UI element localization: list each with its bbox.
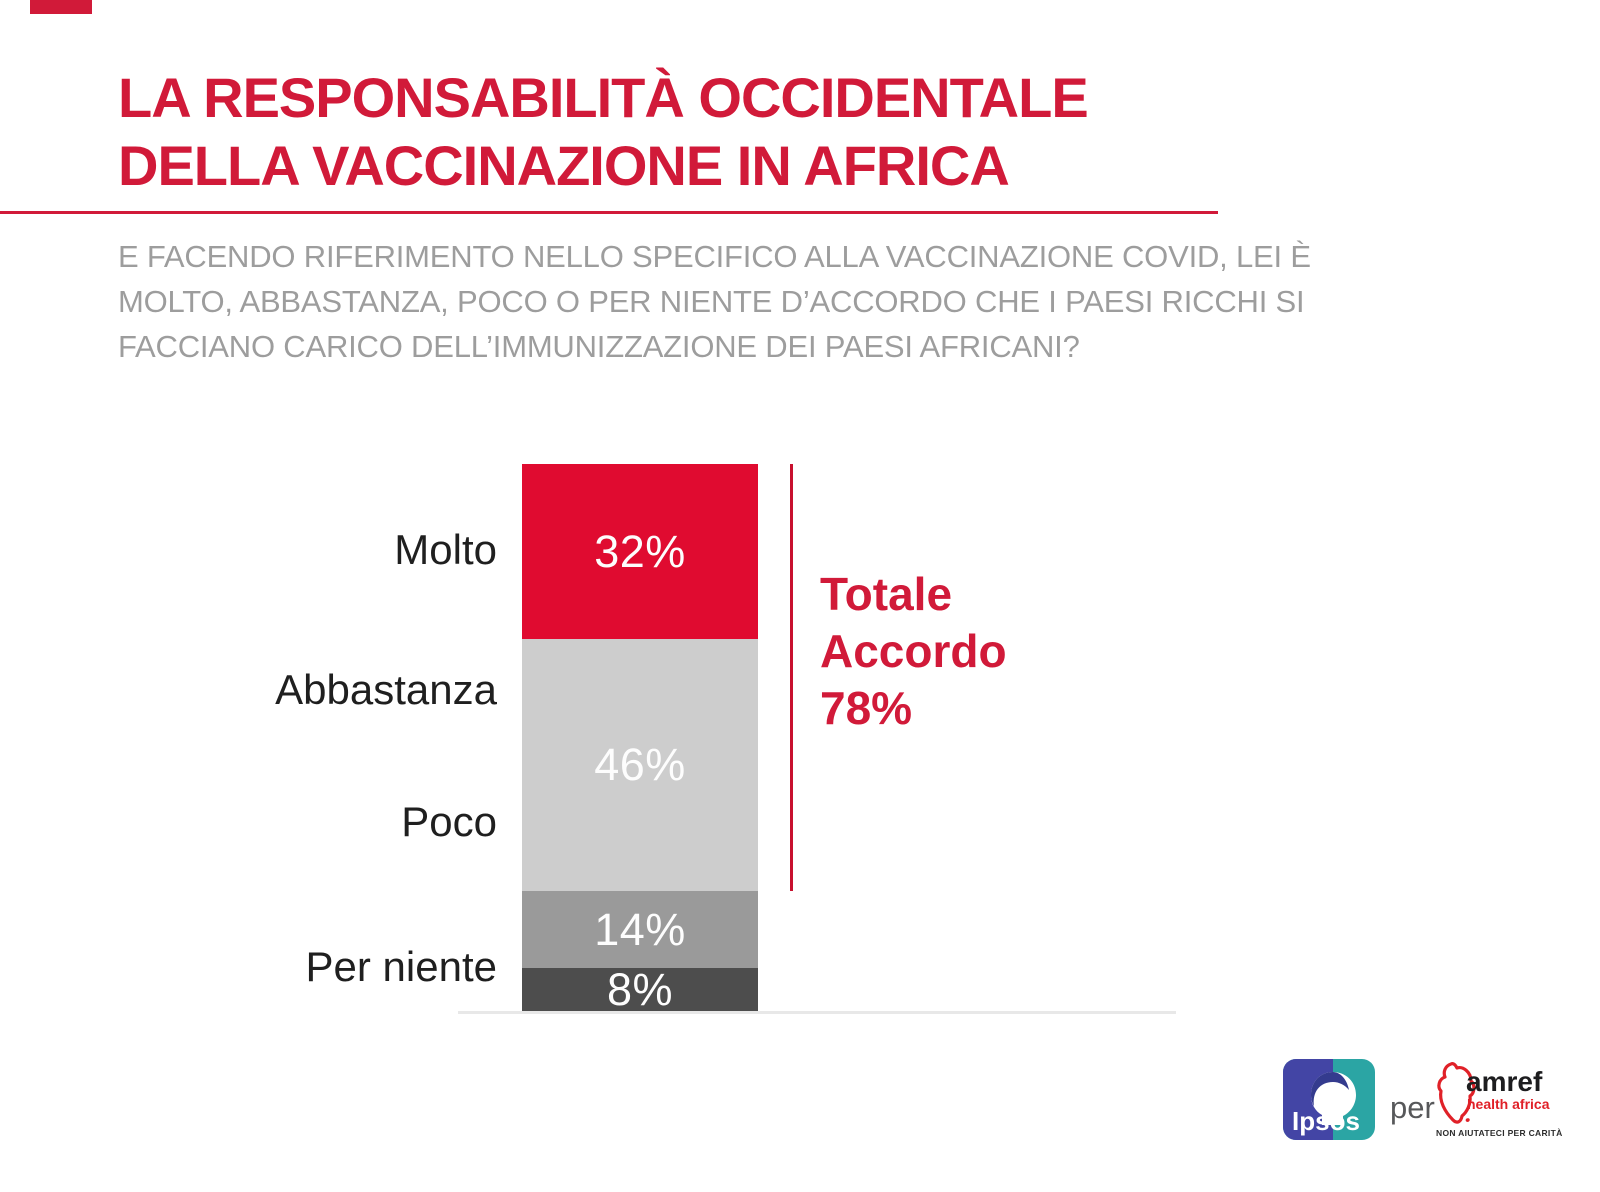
amref-tagline: NON AIUTATECI PER CARITÀ [1436, 1128, 1563, 1138]
ipsos-logo: Ipsos [1283, 1059, 1375, 1140]
totale-line-2: Accordo [820, 625, 1007, 677]
category-label-molto: Molto [394, 526, 497, 573]
totale-line-1: Totale [820, 568, 953, 620]
page-title: LA RESPONSABILITÀ OCCIDENTALE DELLA VACC… [118, 64, 1089, 200]
value-label-molto: 32% [594, 525, 686, 577]
question-line-3: FACCIANO CARICO DELL’IMMUNIZZAZIONE DEI … [118, 329, 1080, 364]
totale-accordo-annotation: Totale Accordo 78% [820, 566, 1007, 737]
amref-signature-dot [1465, 1118, 1470, 1122]
title-line-2: DELLA VACCINAZIONE IN AFRICA [118, 134, 1010, 197]
value-label-per-niente: 8% [606, 964, 674, 1016]
ipsos-wordmark: Ipsos [1292, 1106, 1360, 1136]
category-label-per-niente: Per niente [305, 943, 497, 990]
category-label-poco: Poco [401, 798, 497, 845]
bar-segment-molto: 32% [522, 464, 758, 640]
value-label-poco: 14% [594, 903, 686, 955]
value-label-abbastanza: 46% [594, 739, 686, 791]
totale-line-3: 78% [820, 682, 913, 734]
amref-subtitle: health africa [1467, 1096, 1550, 1112]
per-label: per [1390, 1090, 1435, 1125]
bar-segment-abbastanza: 46% [522, 639, 758, 892]
amref-africa-icon [1437, 1062, 1476, 1124]
bar-segment-per-niente: 8% [522, 964, 758, 1015]
category-label-abbastanza: Abbastanza [275, 666, 497, 713]
africa-outline [1437, 1062, 1476, 1124]
question-line-2: MOLTO, ABBASTANZA, POCO O PER NIENTE D’A… [118, 284, 1305, 319]
bar-segment-poco: 14% [522, 891, 758, 969]
amref-wordmark: amref [1466, 1066, 1543, 1097]
ipsos-hair-shape [1311, 1072, 1349, 1106]
agree-span-line [790, 464, 793, 892]
question-line-1: E FACENDO RIFERIMENTO NELLO SPECIFICO AL… [118, 239, 1311, 274]
axis-baseline [458, 1011, 1176, 1014]
title-line-1: LA RESPONSABILITÀ OCCIDENTALE [118, 66, 1089, 129]
corner-accent-bar [30, 0, 92, 14]
survey-question: E FACENDO RIFERIMENTO NELLO SPECIFICO AL… [118, 234, 1558, 369]
title-underline [0, 211, 1218, 214]
